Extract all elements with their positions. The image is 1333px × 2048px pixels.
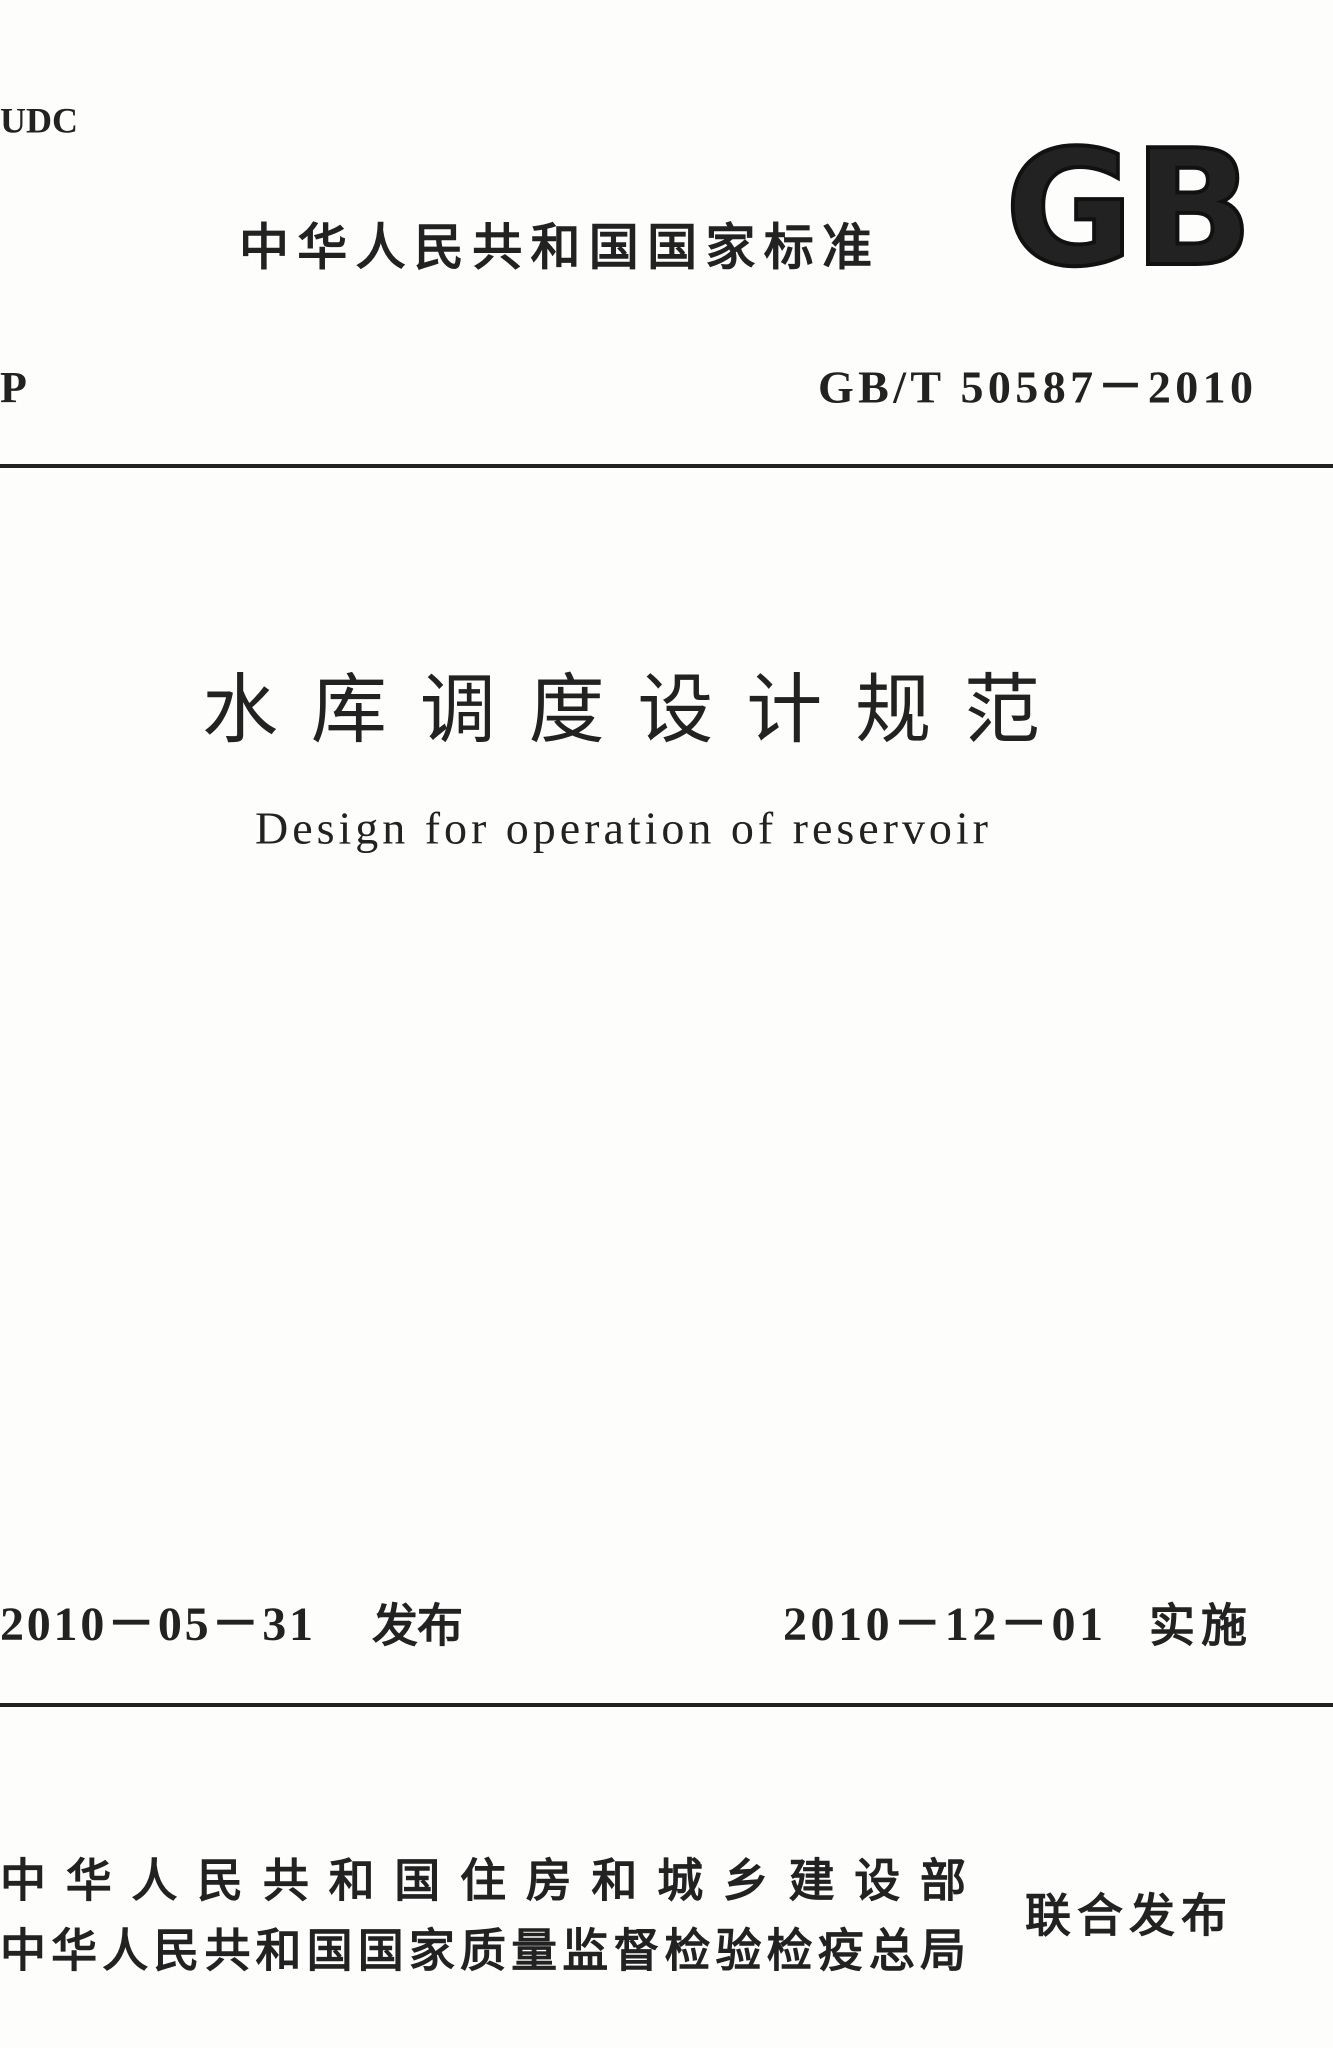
gb-logo: GB <box>1005 115 1253 302</box>
classification: P <box>0 363 27 412</box>
udc: UDC <box>0 100 78 140</box>
issuer: 中华人民共和国住房和城乡建设部 <box>0 1854 966 1908</box>
standard-code: GB/T 50587－2010 <box>818 362 1253 413</box>
issue-label: 发布 <box>372 1599 463 1653</box>
title-english: Design for operation of reservoir <box>255 803 988 854</box>
issuer: 中华人民共和国国家质量监督检验检疫总局 <box>0 1924 966 1978</box>
standard-type: 中华人民共和国国家标准 <box>239 219 872 277</box>
